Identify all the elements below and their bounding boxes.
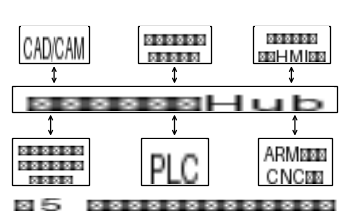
Bar xyxy=(19,26,89,63)
Bar xyxy=(253,26,330,63)
Bar xyxy=(12,86,337,112)
Bar xyxy=(138,26,211,63)
Bar xyxy=(141,138,208,185)
Bar xyxy=(258,138,332,185)
Bar xyxy=(12,138,89,185)
